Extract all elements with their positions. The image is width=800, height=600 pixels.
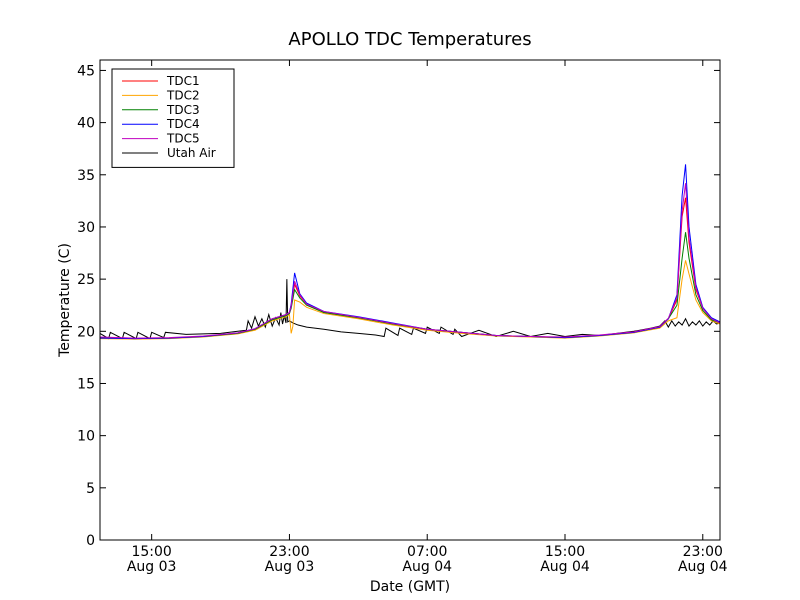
y-tick-label: 10 [77,429,95,445]
y-tick-label: 45 [77,63,95,79]
chart-title: APOLLO TDC Temperatures [288,29,531,50]
y-tick-label: 5 [86,481,95,497]
series-line-tdc5 [99,183,721,339]
x-tick-label-time: 07:00 [407,544,447,560]
y-tick-label: 20 [77,324,95,340]
x-tick-label-time: 15:00 [131,544,171,560]
series-line-utah-air [99,279,721,340]
y-tick-label: 30 [77,220,95,236]
plot-frame [99,59,721,541]
x-tick-label-date: Aug 03 [127,559,177,575]
x-tick-label-time: 15:00 [545,544,585,560]
x-tick-label-date: Aug 04 [540,559,590,575]
x-axis-title: Date (GMT) [370,579,450,595]
y-tick-label: 15 [77,376,95,392]
series-line-tdc2 [99,260,721,340]
y-axis-title: Temperature (C) [57,243,73,358]
legend-label: TDC4 [166,117,200,131]
y-axis: 0 5 10 15 20 25 30 35 40 45 [77,63,720,549]
legend-label: TDC5 [166,132,200,146]
legend-frame [111,68,235,168]
legend-label: TDC2 [166,88,200,102]
y-tick-label: 25 [77,272,95,288]
y-tick-label: 35 [77,168,95,184]
legend-label: TDC3 [166,103,200,117]
x-tick-label-date: Aug 04 [402,559,452,575]
legend-label: Utah Air [167,146,216,160]
x-tick-label-date: Aug 04 [678,559,728,575]
x-tick-label-time: 23:00 [683,544,723,560]
x-tick-label-time: 23:00 [269,544,309,560]
x-tick-label-date: Aug 03 [265,559,315,575]
y-tick-label: 40 [77,116,95,132]
y-tick-label: 0 [86,533,95,549]
series-layer [99,164,721,340]
legend-label: TDC1 [166,74,200,88]
